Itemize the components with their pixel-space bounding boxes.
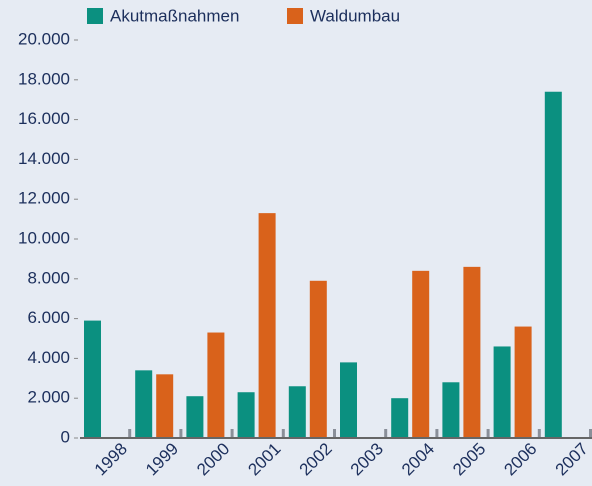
group-separator (589, 429, 592, 438)
x-tick-label: 2004 (398, 439, 438, 479)
bar (135, 370, 153, 438)
group-separator (128, 429, 132, 438)
legend-swatch (287, 8, 303, 24)
x-tick-label: 1999 (142, 439, 182, 479)
group-separator (179, 429, 183, 438)
bar (186, 396, 204, 438)
y-tick-label: 18.000 (18, 69, 70, 88)
x-tick-label: 2005 (449, 439, 489, 479)
y-tick-label: 2.000 (27, 388, 70, 407)
bar (207, 332, 225, 438)
bar (463, 266, 481, 438)
legend-swatch (87, 8, 103, 24)
legend-label: Waldumbau (310, 6, 400, 25)
group-separator (281, 429, 285, 438)
bar (412, 270, 430, 438)
group-separator (486, 429, 490, 438)
group-separator (384, 429, 388, 438)
y-tick-label: 6.000 (27, 308, 70, 327)
y-tick-label: 20.000 (18, 29, 70, 48)
x-tick-label: 2001 (244, 439, 284, 479)
x-tick-label: 2002 (296, 439, 336, 479)
bar (391, 398, 409, 438)
bar (237, 392, 255, 438)
bar (288, 386, 306, 438)
y-tick-label: 16.000 (18, 109, 70, 128)
y-tick-label: 8.000 (27, 268, 70, 287)
bar (156, 374, 174, 438)
bar (340, 362, 357, 438)
bar (544, 91, 562, 439)
x-tick-label: 2006 (500, 439, 540, 479)
y-tick-label: 12.000 (18, 189, 70, 208)
group-separator (537, 429, 541, 438)
y-tick-label: 10.000 (18, 228, 70, 247)
bar (442, 382, 460, 438)
bar (493, 346, 511, 438)
x-tick-label: 2003 (347, 439, 387, 479)
bar (258, 213, 276, 438)
x-tick-label: 2000 (193, 439, 233, 479)
bar (514, 326, 532, 438)
x-tick-label: 1998 (91, 439, 131, 479)
group-separator (230, 429, 234, 438)
bar (309, 280, 327, 438)
y-tick-label: 14.000 (18, 149, 70, 168)
y-tick-label: 4.000 (27, 348, 70, 367)
bar (84, 320, 101, 438)
y-tick-label: 0 (61, 427, 70, 446)
group-separator (333, 429, 336, 438)
legend-label: Akutmaßnahmen (110, 6, 239, 25)
x-tick-label: 2007 (552, 439, 592, 479)
group-separator (435, 429, 439, 438)
